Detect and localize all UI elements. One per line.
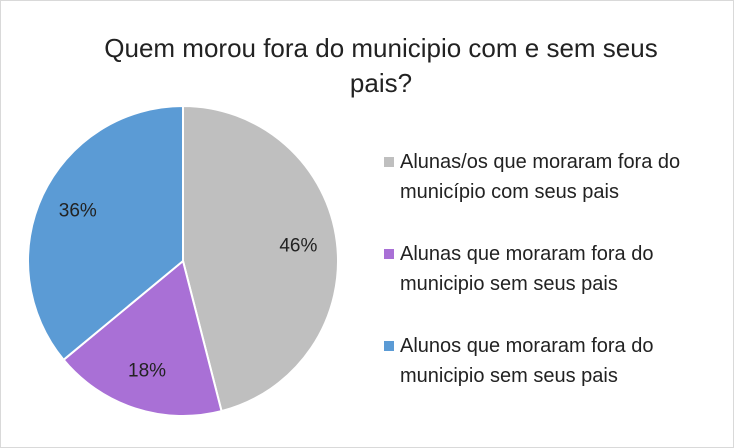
legend-entry: Alunas que moraram fora do municipio sem… <box>384 239 729 299</box>
data-label: 36% <box>59 201 97 222</box>
legend: Alunas/os que moraram fora do município … <box>384 147 729 423</box>
pie-slice <box>27 104 184 362</box>
legend-label: Alunas/os que moraram fora do município … <box>400 151 681 203</box>
pie-slice <box>62 259 223 417</box>
data-label: 46% <box>279 235 317 256</box>
legend-entry: Alunos que moraram fora do municipio sem… <box>384 331 729 391</box>
pie-slice <box>182 104 339 413</box>
legend-label: Alunos que moraram fora do municipio sem… <box>400 335 654 387</box>
legend-label: Alunas que moraram fora do municipio sem… <box>400 243 654 295</box>
legend-entry: Alunas/os que moraram fora do município … <box>384 147 729 207</box>
legend-swatch <box>384 341 394 351</box>
legend-swatch <box>384 157 394 167</box>
data-label: 18% <box>128 361 166 382</box>
legend-swatch <box>384 249 394 259</box>
chart-title: Quem morou fora do municipio com e sem s… <box>104 33 658 98</box>
